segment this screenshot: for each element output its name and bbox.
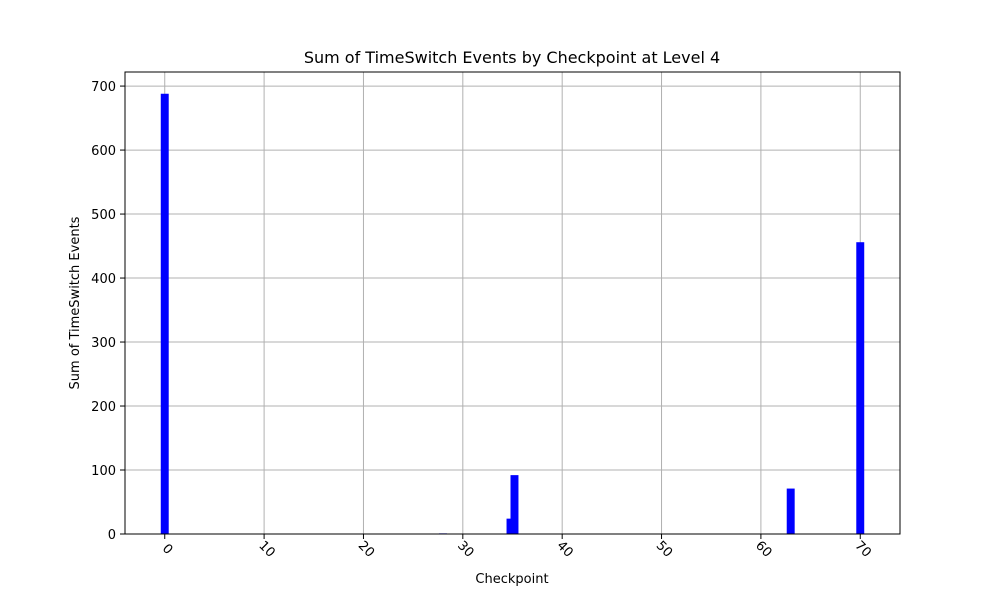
chart-title: Sum of TimeSwitch Events by Checkpoint a… bbox=[304, 48, 720, 67]
y-tick-label: 100 bbox=[91, 464, 116, 479]
y-tick-label: 700 bbox=[91, 80, 116, 95]
y-tick-label: 500 bbox=[91, 208, 116, 223]
y-tick-label: 0 bbox=[108, 528, 116, 543]
y-tick-label: 300 bbox=[91, 336, 116, 351]
y-tick-label: 600 bbox=[91, 144, 116, 159]
bar-checkpoint-4 bbox=[786, 488, 795, 534]
plot-area-background bbox=[125, 72, 900, 534]
bar-checkpoint-3 bbox=[510, 475, 519, 534]
x-axis-label: Checkpoint bbox=[475, 572, 548, 587]
bar-checkpoint-5 bbox=[856, 242, 865, 535]
y-tick-label: 200 bbox=[91, 400, 116, 415]
y-axis-ticks: 0 100 200 300 400 500 600 700 bbox=[91, 80, 125, 543]
y-axis-label: Sum of TimeSwitch Events bbox=[68, 216, 83, 389]
bar-checkpoint-0 bbox=[160, 93, 169, 535]
y-tick-label: 400 bbox=[91, 272, 116, 287]
plot-frame bbox=[124, 71, 901, 535]
